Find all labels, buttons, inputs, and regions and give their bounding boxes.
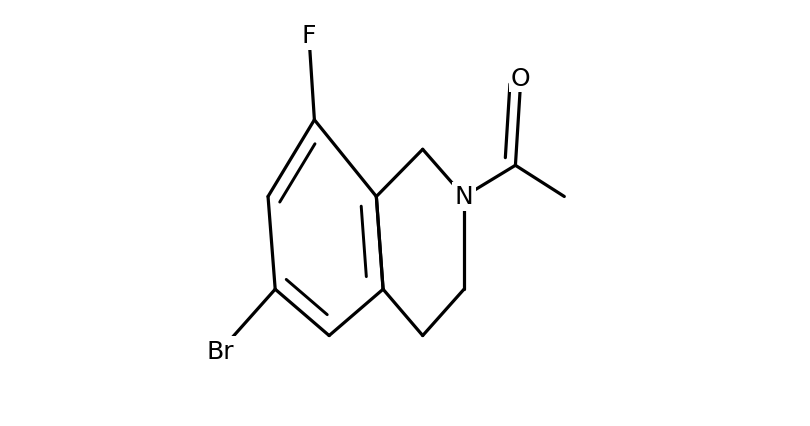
Text: N: N	[454, 185, 473, 209]
Text: F: F	[301, 24, 316, 49]
Text: Br: Br	[207, 339, 234, 363]
Text: O: O	[511, 66, 531, 90]
